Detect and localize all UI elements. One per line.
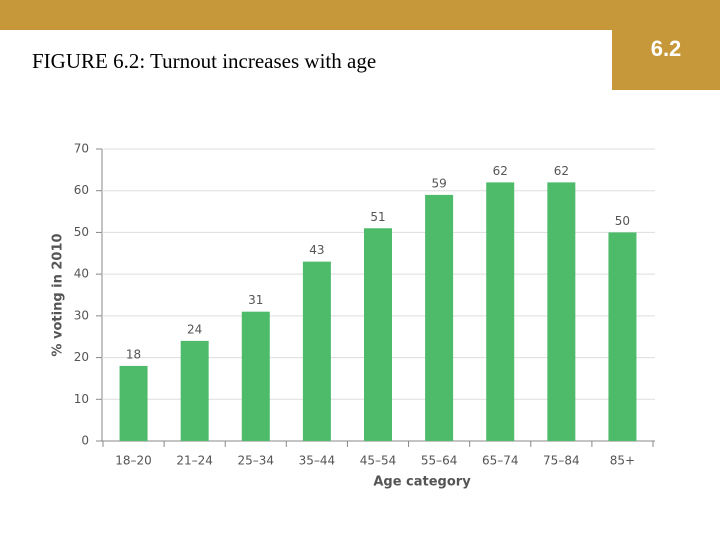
x-tick-label: 65–74 (482, 454, 519, 468)
data-label: 31 (248, 293, 263, 307)
y-tick-label: 20 (74, 350, 89, 364)
bar (425, 194, 454, 441)
bar (486, 182, 515, 441)
y-tick-label: 40 (74, 267, 89, 281)
x-tick-label: 18–20 (115, 454, 152, 468)
x-axis-label: Age category (373, 475, 471, 490)
bar (241, 311, 270, 441)
x-tick-label: 85+ (610, 454, 635, 468)
slide-number: 6.2 (651, 36, 682, 61)
y-tick-label: 70 (74, 142, 89, 156)
x-tick-label: 55–64 (421, 454, 458, 468)
bar (180, 340, 209, 441)
data-label: 43 (309, 243, 324, 257)
y-axis-label: % voting in 2010 (51, 233, 66, 356)
bar (364, 228, 392, 441)
data-label: 62 (554, 164, 569, 178)
y-tick-label: 10 (74, 392, 89, 406)
bar (119, 365, 148, 441)
bar (302, 261, 331, 441)
bar (608, 232, 637, 441)
x-tick-label: 45–54 (360, 454, 397, 468)
y-tick-label: 60 (74, 183, 89, 197)
y-tick-label: 30 (74, 308, 89, 322)
slide-badge (612, 0, 720, 90)
slide-title: FIGURE 6.2: Turnout increases with age (32, 49, 376, 73)
data-label: 18 (126, 347, 141, 361)
y-tick-label: 50 (74, 225, 89, 239)
data-label: 59 (431, 176, 446, 190)
x-tick-label: 21–24 (176, 454, 213, 468)
x-tick-label: 75–84 (543, 454, 580, 468)
data-label: 50 (615, 214, 630, 228)
data-label: 51 (370, 210, 385, 224)
data-label: 24 (187, 322, 202, 336)
x-tick-label: 25–34 (238, 454, 275, 468)
bar (547, 182, 576, 441)
data-label: 62 (493, 164, 508, 178)
x-tick-label: 35–44 (299, 454, 336, 468)
top-band (0, 0, 720, 30)
y-tick-label: 0 (81, 434, 89, 448)
